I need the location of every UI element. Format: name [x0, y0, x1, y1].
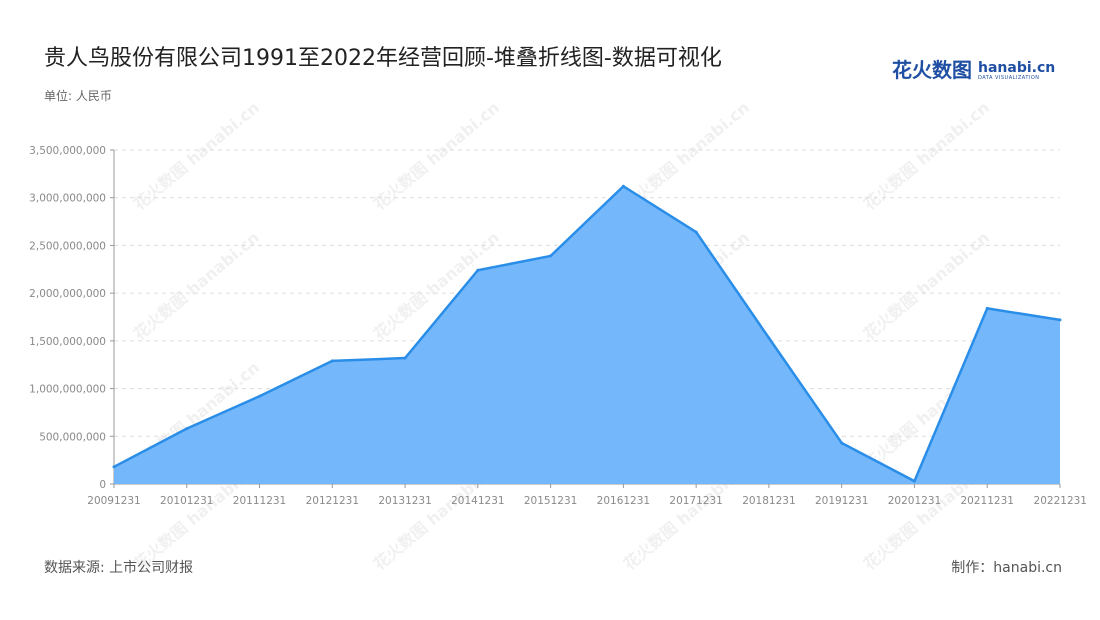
x-tick-label: 20151231 — [524, 495, 577, 507]
logo-sub-text: DATA VISUALIZATION — [978, 75, 1040, 81]
series-line — [113, 185, 1061, 483]
data-point — [330, 359, 334, 363]
y-tick-label: 2,000,000,000 — [29, 288, 106, 300]
y-tick-label: 500,000,000 — [39, 431, 106, 443]
data-point — [912, 479, 916, 483]
logo-en-block: hanabi.cn DATA VISUALIZATION — [978, 58, 1055, 82]
data-point — [621, 184, 625, 188]
data-source: 数据来源: 上市公司财报 — [44, 560, 194, 576]
data-point — [1058, 318, 1062, 322]
credit-label: 制作：hanabi.cn — [951, 560, 1062, 576]
x-tick-label: 20141231 — [451, 495, 504, 507]
x-tick-label: 20101231 — [160, 495, 213, 507]
data-point — [258, 394, 262, 398]
data-point — [549, 254, 553, 258]
x-tick-label: 20201231 — [888, 495, 941, 507]
data-point — [476, 268, 480, 272]
y-tick-label: 1,500,000,000 — [29, 336, 106, 348]
chart-title: 贵人鸟股份有限公司1991至2022年经营回顾-堆叠折线图-数据可视化 — [44, 46, 722, 71]
data-point — [694, 230, 698, 234]
y-tick-label: 3,500,000,000 — [29, 145, 106, 157]
watermark-text: 花火数图 hanabi.cn — [130, 98, 263, 214]
watermark-text: 花火数图 hanabi.cn — [370, 98, 503, 214]
unit-label: 单位: 人民币 — [44, 89, 112, 103]
data-point — [985, 306, 989, 310]
x-tick-label: 20121231 — [306, 495, 359, 507]
data-point — [185, 427, 189, 431]
x-tick-label: 20191231 — [815, 495, 868, 507]
y-tick-label: 2,500,000,000 — [29, 240, 106, 252]
watermark-text: 花火数图 hanabi.cn — [860, 98, 993, 214]
x-tick-label: 20111231 — [233, 495, 286, 507]
x-tick-label: 20211231 — [961, 495, 1014, 507]
y-tick-label: 3,000,000,000 — [29, 193, 106, 205]
logo-en-text: hanabi.cn — [978, 60, 1056, 76]
data-point — [112, 465, 116, 469]
x-tick-label: 20161231 — [597, 495, 650, 507]
x-axis-ticks: 20091231 20101231 20111231 20121231 20131231… — [87, 483, 1087, 507]
logo-cn-text: 花火数图 — [892, 58, 972, 82]
y-tick-label: 1,000,000,000 — [29, 384, 106, 396]
data-point — [403, 356, 407, 360]
x-tick-label: 20171231 — [669, 495, 722, 507]
data-point — [767, 336, 771, 340]
series-layer — [112, 184, 1062, 484]
brand-logo: 花火数图 hanabi.cn DATA VISUALIZATION — [892, 58, 1055, 82]
data-point — [840, 441, 844, 445]
x-tick-label: 20131231 — [378, 495, 431, 507]
x-tick-label: 20091231 — [87, 495, 140, 507]
series-area — [114, 186, 1060, 484]
y-axis-ticks: 0 500,000,000 1,000,000,000 1,500,000,000 2,… — [29, 145, 115, 491]
y-tick-label: 0 — [99, 479, 106, 491]
x-tick-label: 20181231 — [742, 495, 795, 507]
x-tick-label: 20221231 — [1034, 495, 1087, 507]
